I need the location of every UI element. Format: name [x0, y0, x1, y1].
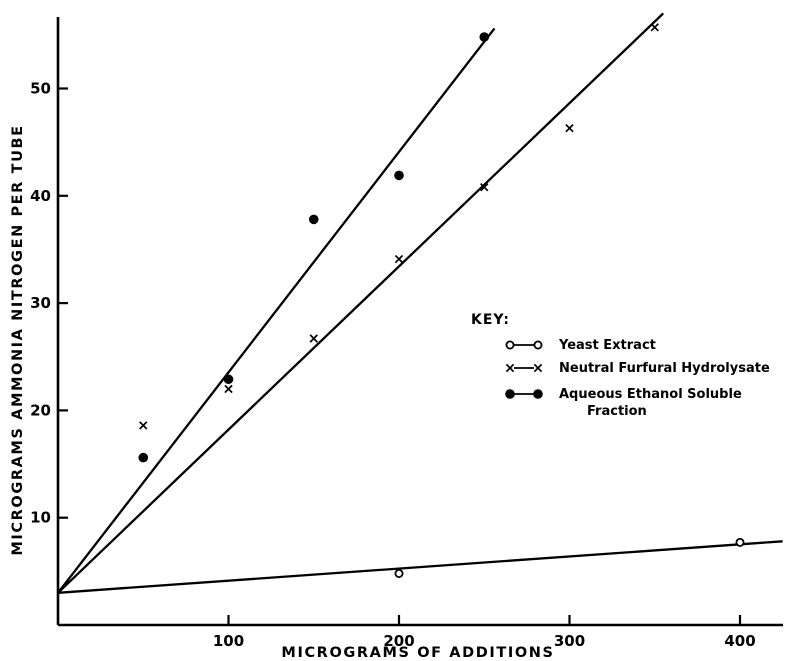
legend-symbol-marker [533, 340, 543, 350]
neutral-furfural-hydrolysate-point [224, 384, 233, 394]
x-axis-title: MICROGRAMS OF ADDITIONS [281, 645, 554, 661]
axis-ticks: 100 200 300 400 10 20 30 40 50 [30, 80, 756, 651]
neutral-furfural-hydrolysate-point [480, 183, 489, 192]
x-tick-label: 100 [213, 632, 244, 650]
neutral-furfural-hydrolysate-point [565, 123, 574, 133]
neutral-furfural-hydrolysate-point [309, 334, 318, 343]
aqueous-ethanol-soluble-fraction-point [479, 32, 490, 42]
aqueous-ethanol-soluble-fraction-point [394, 170, 404, 181]
legend-label: Aqueous Ethanol Soluble [559, 387, 742, 402]
aqueous-ethanol-soluble-fraction-point [223, 374, 234, 385]
x-tick-label: 200 [383, 632, 414, 650]
y-tick-label: 20 [30, 401, 51, 419]
x-tick-label: 400 [724, 632, 755, 650]
axes [56, 17, 783, 627]
yeast-extract-fit-line [57, 540, 783, 594]
y-axis-title: MICROGRAMS AMMONIA NITROGEN PER TUBE [10, 124, 26, 555]
y-tick-label: 10 [30, 509, 51, 527]
data-points [138, 23, 745, 578]
legend-item: Yeast Extract [505, 338, 656, 353]
fit-lines [57, 12, 783, 594]
aqueous-ethanol-soluble-fraction-point [308, 214, 319, 225]
aqueous-ethanol-soluble-fraction-point [138, 452, 149, 463]
legend-symbol-marker [505, 389, 515, 399]
aqueous-ethanol-soluble-fraction-fit-line [57, 27, 496, 594]
yeast-extract-point [394, 568, 404, 578]
x-tick-label: 300 [554, 632, 585, 650]
legend-label: Yeast Extract [558, 338, 656, 353]
legend-item: Aqueous Ethanol Soluble Fraction [505, 387, 742, 419]
legend-item: Neutral Furfural Hydrolysate [505, 361, 770, 376]
legend-items: Yeast Extract Neutral Furfural Hydrolysat… [505, 338, 770, 419]
neutral-furfural-hydrolysate-fit-line [57, 12, 665, 594]
neutral-furfural-hydrolysate-point [650, 23, 659, 32]
legend-title: KEY: [471, 312, 510, 328]
neutral-furfural-hydrolysate-point [139, 421, 148, 430]
legend-symbol-marker [533, 389, 543, 399]
legend-label: Neutral Furfural Hydrolysate [559, 361, 770, 376]
legend-label: Fraction [587, 404, 647, 419]
neutral-furfural-hydrolysate-point [394, 254, 404, 264]
yeast-extract-point [735, 537, 745, 547]
y-tick-label: 30 [30, 294, 51, 312]
legend-symbol-marker [533, 363, 543, 373]
legend-symbol-marker [505, 363, 515, 373]
legend-symbol-marker [505, 340, 515, 350]
legend: KEY: Yeast Extract Neutral Furfural Hydro… [471, 312, 770, 419]
y-tick-label: 50 [30, 80, 51, 98]
y-tick-label: 40 [30, 187, 51, 205]
